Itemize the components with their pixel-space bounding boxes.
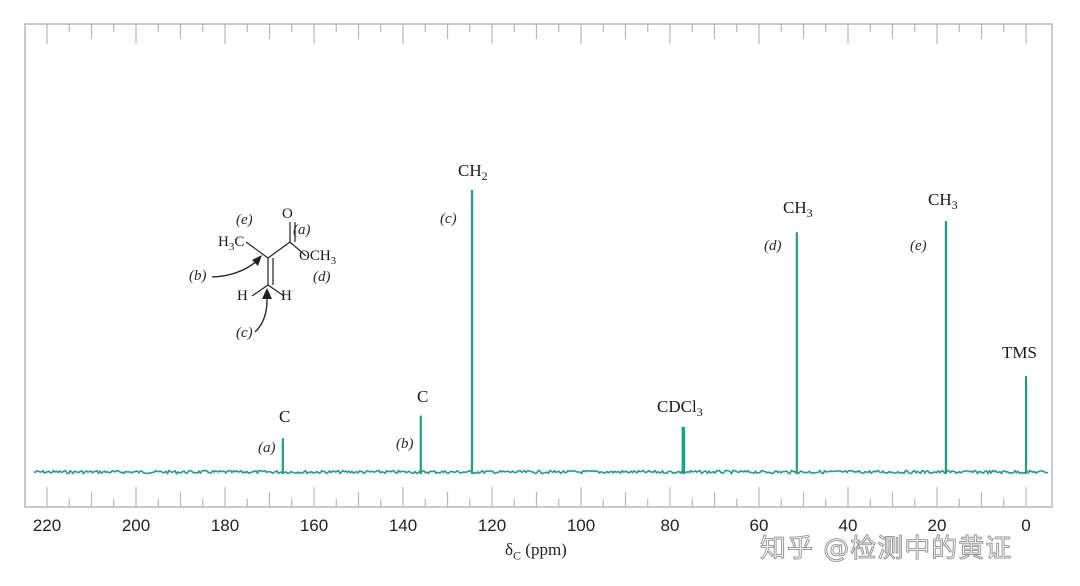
x-tick-label: 120 [477,516,507,535]
peak-label-a: C [279,407,291,426]
watermark: 知乎 @检测中的黄证 [759,534,1013,565]
structure-h-right: H [281,288,292,304]
x-tick-label: 140 [388,516,418,535]
arrow-b-icon [211,259,259,278]
peak-label-solvent: CDCl3 [657,397,703,419]
structure-tag-a: (a) [293,222,311,238]
x-tick-label: 40 [838,516,858,535]
arrow-c-icon [254,295,268,333]
structure-carbonyl-oxygen: O [282,206,293,222]
x-tick-label: 0 [1021,516,1031,535]
x-tick-label: 220 [32,516,62,535]
structure-h-left: H [237,288,248,304]
structure-tag-c: (c) [236,325,253,341]
x-tick-label: 80 [660,516,680,535]
x-axis-label: δC (ppm) [505,540,567,563]
spectrum-baseline [33,469,1049,476]
x-tick-label: 20 [927,516,947,535]
x-tick-label: 200 [121,516,151,535]
peak-label-d: CH3 [783,198,813,220]
x-tick-label: 160 [299,516,329,535]
structure-tag-e: (e) [236,212,253,228]
structure-tag-b: (b) [189,268,207,284]
peak-label-tms: TMS [1002,343,1037,362]
structure-ester: OCH3 [299,248,337,267]
peak-tag-c: (c) [440,211,457,227]
peak-label-b: C [417,387,429,406]
peak-tag-b: (b) [396,436,414,452]
peak-tag-a: (a) [258,440,276,456]
plot-frame [24,23,1053,508]
x-tick-label: 60 [749,516,769,535]
peak-label-e: CH3 [928,190,958,212]
x-tick-label: 180 [210,516,240,535]
x-tick-label: 100 [566,516,596,535]
peak-tag-d: (d) [764,238,782,254]
structure-tag-d: (d) [313,269,331,285]
peak-tag-e: (e) [910,238,927,254]
structure-methyl: H3C [218,234,245,253]
peak-label-c: CH2 [458,161,488,183]
